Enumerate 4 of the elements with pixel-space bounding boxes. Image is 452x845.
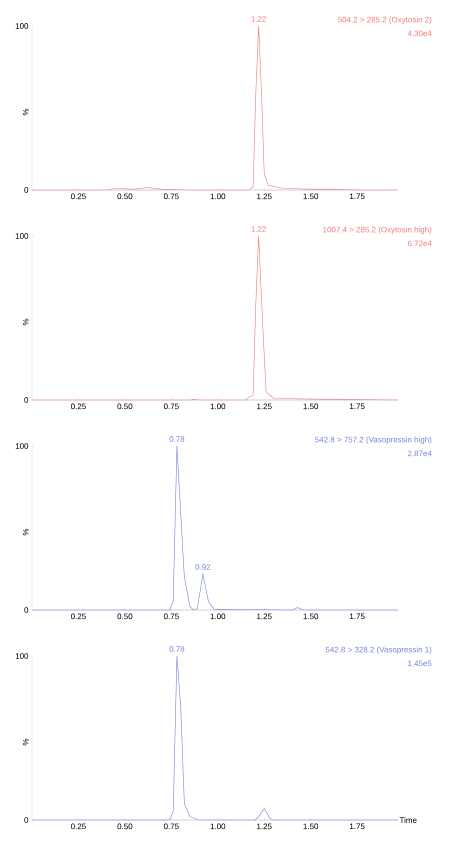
line-series xyxy=(32,656,398,820)
line-series xyxy=(32,446,398,610)
line-series xyxy=(32,26,398,190)
line-series xyxy=(32,236,398,400)
